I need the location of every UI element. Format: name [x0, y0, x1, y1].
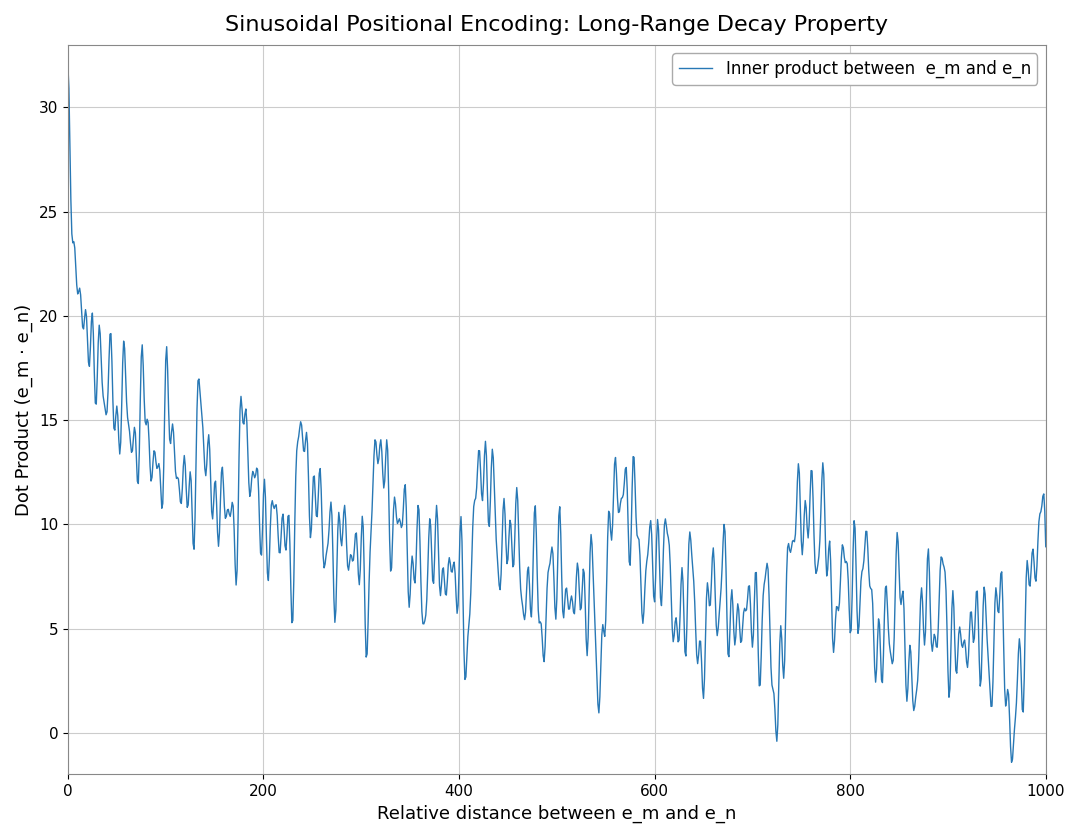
X-axis label: Relative distance between e_m and e_n: Relative distance between e_m and e_n: [377, 804, 737, 823]
Inner product between  e_m and e_n: [62, 60, 75, 70]
Y-axis label: Dot Product (e_m · e_n): Dot Product (e_m · e_n): [15, 303, 33, 516]
Inner product between  e_m and e_n: [1039, 541, 1052, 551]
Inner product between  e_m and e_n: [860, 526, 873, 536]
Inner product between  e_m and e_n: [121, 412, 134, 422]
Inner product between  e_m and e_n: [991, 606, 1004, 616]
Inner product between  e_m and e_n: [926, 646, 939, 656]
Inner product between  e_m and e_n: [823, 536, 836, 546]
Line: Inner product between  e_m and e_n: Inner product between e_m and e_n: [68, 65, 1045, 763]
Title: Sinusoidal Positional Encoding: Long-Range Decay Property: Sinusoidal Positional Encoding: Long-Ran…: [226, 15, 889, 35]
Legend: Inner product between  e_m and e_n: Inner product between e_m and e_n: [672, 54, 1038, 85]
Inner product between  e_m and e_n: [260, 533, 273, 543]
Inner product between  e_m and e_n: [1005, 758, 1018, 768]
